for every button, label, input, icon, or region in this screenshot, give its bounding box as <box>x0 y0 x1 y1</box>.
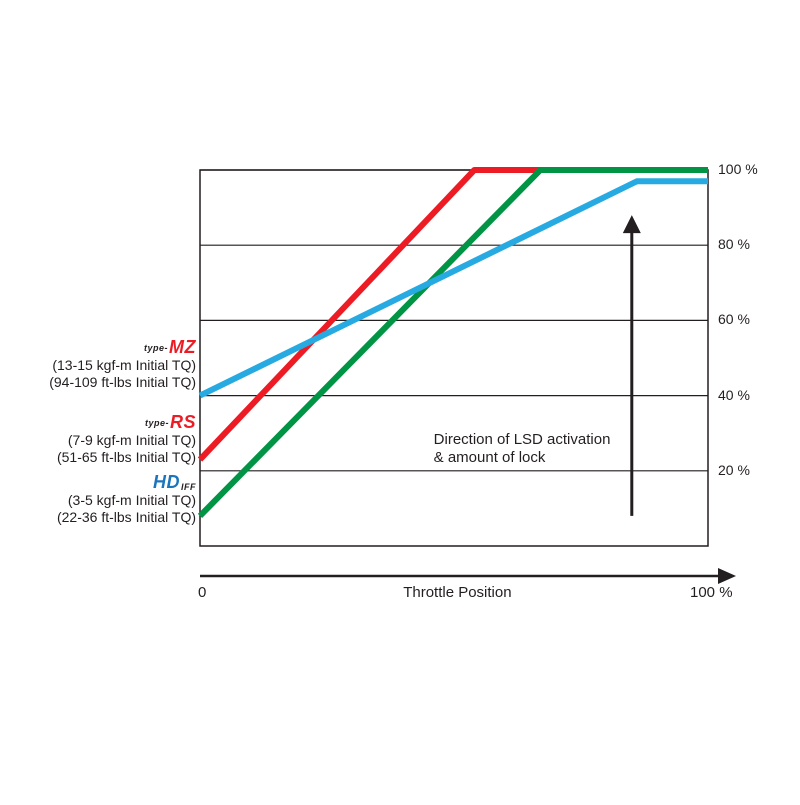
x-max-label: 100 % <box>690 584 733 601</box>
chart-container: 20 % 40 % 60 % 80 % 100 % type-MZ(13-15 kgf-m… <box>0 0 800 800</box>
x-zero-label: 0 <box>198 584 206 601</box>
ytick-label: 80 % <box>718 236 750 252</box>
series-label-type-MZ: (94-109 ft-lbs Initial TQ) <box>49 374 196 390</box>
ytick-label: 60 % <box>718 311 750 327</box>
series-logo-HD: HDIFF <box>153 472 196 493</box>
chart-svg <box>0 0 800 800</box>
series-label-type-RS: (7-9 kgf-m Initial TQ) <box>68 432 196 448</box>
series-label-HD: (3-5 kgf-m Initial TQ) <box>68 492 196 508</box>
annotation-text: & amount of lock <box>434 449 546 466</box>
annotation-text: Direction of LSD activation <box>434 431 611 448</box>
ytick-label: 100 % <box>718 161 758 177</box>
series-logo-type-RS: type-RS <box>145 412 196 433</box>
series-label-type-RS: (51-65 ft-lbs Initial TQ) <box>57 449 196 465</box>
ytick-label: 20 % <box>718 462 750 478</box>
series-logo-type-MZ: type-MZ <box>144 337 196 358</box>
ytick-label: 40 % <box>718 387 750 403</box>
series-label-HD: (22-36 ft-lbs Initial TQ) <box>57 509 196 525</box>
series-label-type-MZ: (13-15 kgf-m Initial TQ) <box>52 357 196 373</box>
x-axis-label: Throttle Position <box>403 584 511 601</box>
